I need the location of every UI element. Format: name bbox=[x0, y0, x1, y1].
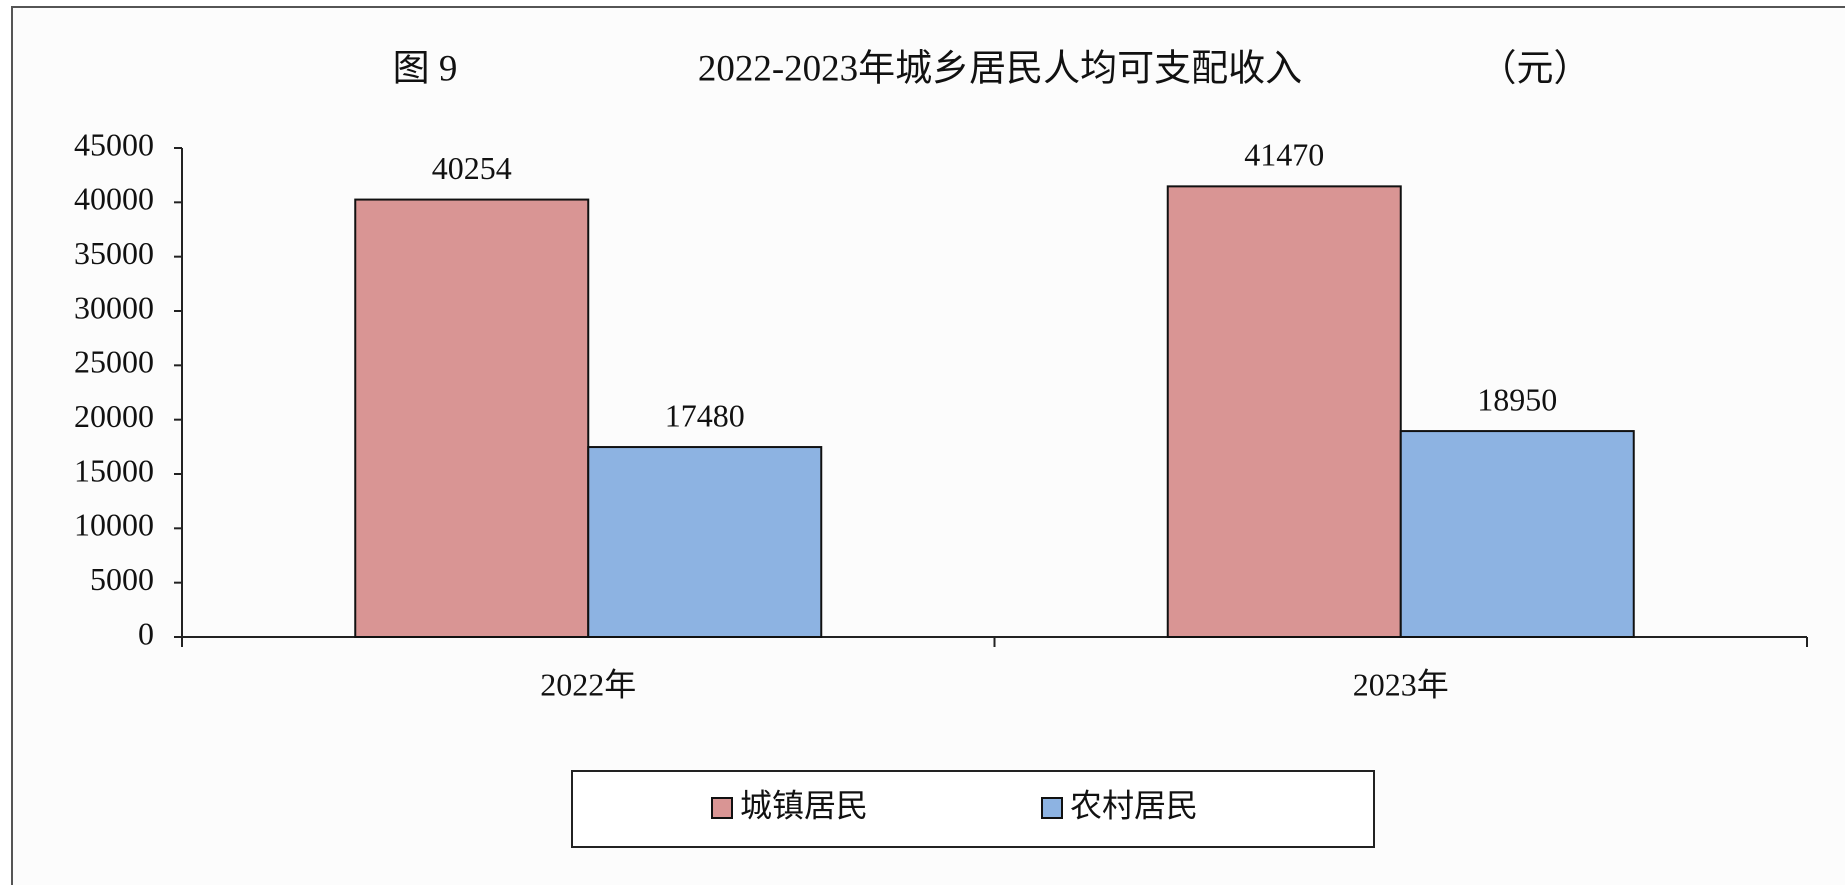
bar bbox=[587, 446, 823, 638]
chart-title: 2022-2023年城乡居民人均可支配收入 bbox=[698, 47, 1302, 89]
data-label: 18950 bbox=[1477, 381, 1557, 417]
legend-swatch bbox=[1041, 797, 1063, 819]
y-tick-label: 15000 bbox=[74, 452, 154, 488]
x-tick-label: 2023年 bbox=[1353, 666, 1449, 702]
y-tick-label: 0 bbox=[138, 615, 154, 651]
bar bbox=[354, 198, 590, 638]
y-tick-label: 25000 bbox=[74, 344, 154, 380]
y-tick-label: 40000 bbox=[74, 181, 154, 217]
legend-label: 农村居民 bbox=[1070, 787, 1198, 823]
data-label: 41470 bbox=[1244, 137, 1324, 173]
x-tick-label: 2022年 bbox=[540, 666, 636, 702]
y-tick-label: 5000 bbox=[90, 561, 154, 597]
legend-box bbox=[571, 770, 1375, 848]
y-tick-label: 20000 bbox=[74, 398, 154, 434]
data-label: 40254 bbox=[432, 150, 512, 186]
bar bbox=[1166, 185, 1402, 638]
y-tick-label: 35000 bbox=[74, 235, 154, 271]
legend-swatch bbox=[711, 797, 733, 819]
figure-label: 图 9 bbox=[393, 48, 458, 89]
data-label: 17480 bbox=[665, 397, 745, 433]
chart-unit: （元） bbox=[1480, 48, 1591, 89]
bar bbox=[1399, 430, 1635, 638]
legend-label: 城镇居民 bbox=[740, 787, 868, 823]
y-tick-label: 45000 bbox=[74, 126, 154, 162]
y-tick-label: 30000 bbox=[74, 289, 154, 325]
y-tick-label: 10000 bbox=[74, 507, 154, 543]
